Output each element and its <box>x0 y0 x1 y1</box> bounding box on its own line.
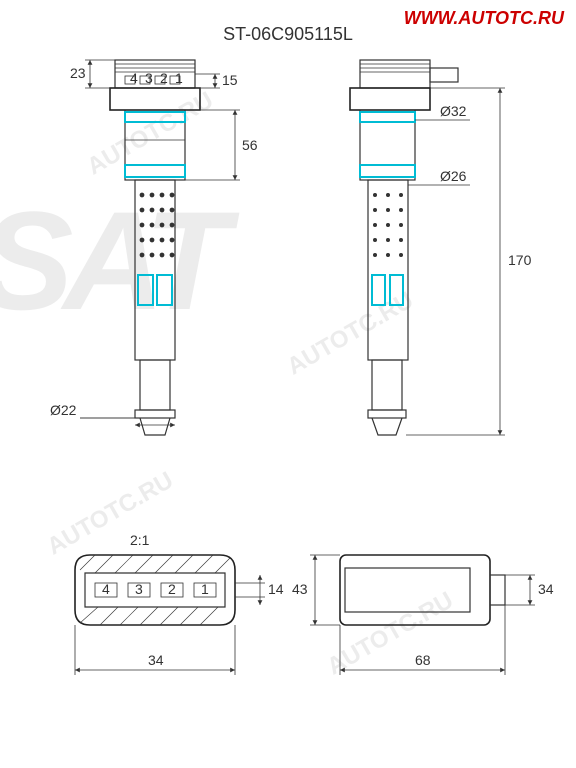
scale-note: 2:1 <box>130 532 150 548</box>
side-view: Ø32 Ø26 170 <box>350 60 532 435</box>
dim-34: 34 <box>148 652 164 668</box>
svg-text:Ø26: Ø26 <box>440 168 467 184</box>
connector-top-view: 2:1 4 3 2 1 14 34 <box>75 532 284 675</box>
dim-34b: 34 <box>538 581 554 597</box>
dim-23: 23 <box>70 65 86 81</box>
pin-4: 4 <box>102 581 110 597</box>
dim-32: 32 <box>451 103 467 119</box>
dim-43: 43 <box>292 581 308 597</box>
dim-68: 68 <box>415 652 431 668</box>
svg-text:4: 4 <box>130 70 138 86</box>
dim-56: 56 <box>242 137 258 153</box>
dim-22: 22 <box>61 402 77 418</box>
svg-text:Ø32: Ø32 <box>440 103 467 119</box>
svg-text:3: 3 <box>145 70 153 86</box>
front-view: 4 3 2 1 23 <box>50 60 258 435</box>
technical-drawing: 4 3 2 1 23 <box>0 0 576 768</box>
pin-2: 2 <box>168 581 176 597</box>
pin-1: 1 <box>201 581 209 597</box>
pin-3: 3 <box>135 581 143 597</box>
svg-text:1: 1 <box>175 70 183 86</box>
dim-15: 15 <box>222 72 238 88</box>
connector-side-view: 43 34 68 <box>292 555 554 675</box>
dim-26: 26 <box>451 168 467 184</box>
dim-170: 170 <box>508 252 532 268</box>
dim-14: 14 <box>268 581 284 597</box>
svg-text:Ø22: Ø22 <box>50 402 77 418</box>
svg-text:2: 2 <box>160 70 168 86</box>
